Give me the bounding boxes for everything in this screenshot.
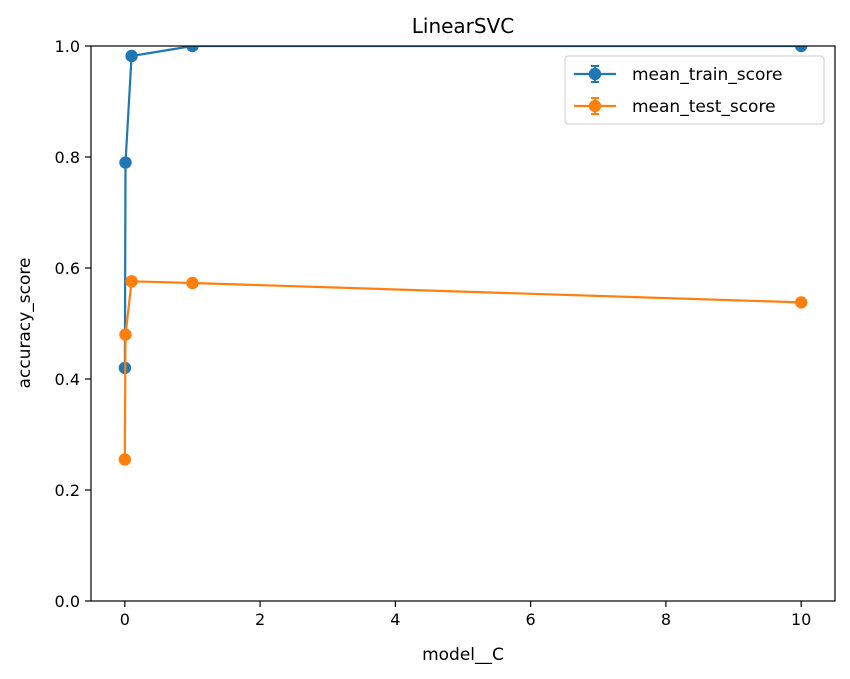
legend-label: mean_train_score — [632, 65, 782, 85]
x-tick-label: 8 — [661, 610, 671, 629]
legend-box — [564, 55, 825, 125]
series-mean_train_score — [118, 46, 808, 375]
x-axis-label: model__C — [422, 645, 504, 665]
y-tick-label: 0.8 — [55, 148, 80, 167]
data-point — [794, 46, 808, 53]
series-layer — [118, 46, 808, 466]
x-tick-label: 6 — [526, 610, 536, 629]
data-point — [794, 296, 808, 309]
data-point — [119, 328, 132, 341]
data-point — [119, 156, 132, 169]
x-axis: 0 2 4 6 8 10 — [120, 601, 811, 629]
data-point — [125, 49, 138, 63]
x-tick-label: 2 — [255, 610, 265, 629]
y-tick-label: 0.0 — [55, 592, 80, 611]
y-axis-label: accuracy_score — [15, 258, 35, 389]
x-tick-label: 10 — [791, 610, 811, 629]
series-mean_test_score — [118, 275, 808, 466]
legend-marker — [588, 67, 602, 81]
data-point — [186, 276, 199, 290]
data-point — [186, 46, 199, 53]
series-line — [123, 280, 802, 460]
x-tick-label: 4 — [390, 610, 400, 629]
legend-label: mean_test_score — [632, 97, 776, 117]
data-point — [118, 453, 132, 466]
legend: mean_train_score mean_test_score — [564, 55, 825, 125]
legend-marker — [588, 99, 602, 113]
y-tick-label: 0.2 — [55, 481, 80, 500]
y-axis: 0.0 0.2 0.4 0.6 0.8 1.0 — [55, 37, 91, 611]
data-point — [125, 275, 138, 288]
x-tick-label: 0 — [120, 610, 130, 629]
plot-frame — [90, 45, 836, 602]
y-tick-label: 0.6 — [55, 259, 80, 278]
chart-title: LinearSVC — [412, 14, 515, 38]
y-tick-label: 1.0 — [55, 37, 80, 56]
y-tick-label: 0.4 — [55, 370, 80, 389]
